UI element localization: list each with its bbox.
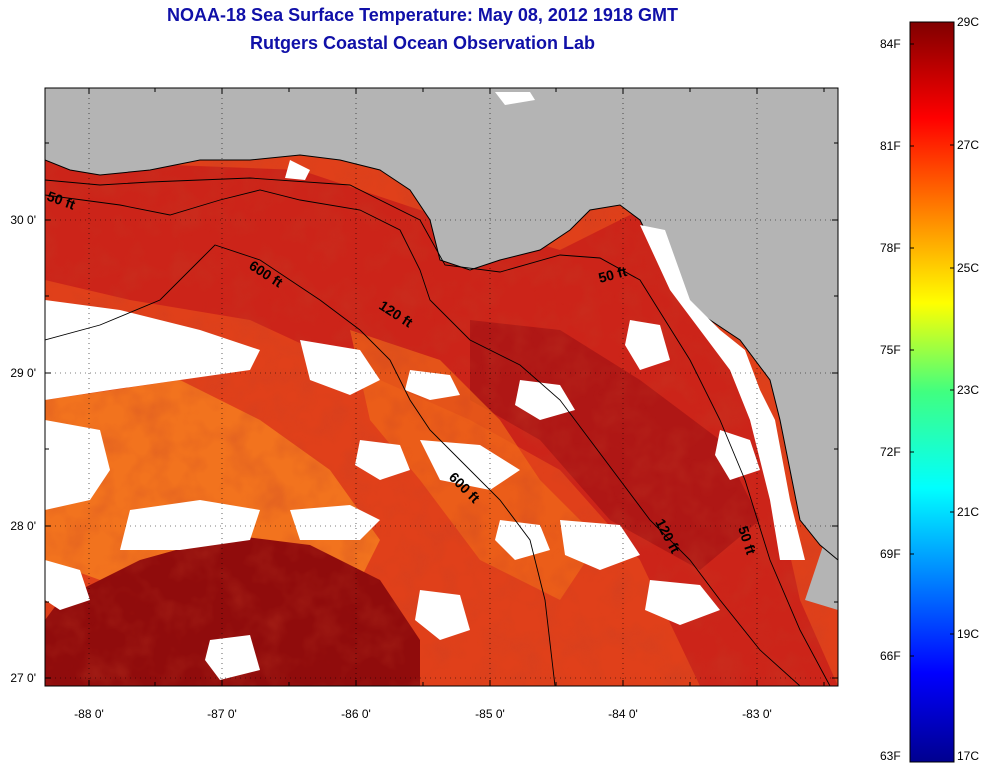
contour-120ft: [45, 189, 801, 686]
colorbar-celsius-label: 21C: [957, 505, 980, 519]
longitude-label: -83 0': [742, 707, 772, 721]
colorbar-ticks: [910, 21, 954, 657]
map-graticule: [45, 88, 838, 686]
map-plot-area: 50 ft 600 ft 120 ft 50 ft 600 ft 120 ft …: [45, 88, 838, 686]
colorbar-celsius-label: 17C: [957, 749, 980, 763]
map-border: [44, 87, 839, 687]
longitude-label: -84 0': [608, 707, 638, 721]
latitude-label: 27 0': [10, 671, 36, 685]
colorbar-celsius-label: 19C: [957, 627, 980, 641]
longitude-label: -86 0': [341, 707, 371, 721]
bathymetry-contours: [45, 177, 831, 686]
longitude-label: -87 0': [207, 707, 237, 721]
longitude-label: -85 0': [475, 707, 505, 721]
colorbar-fahrenheit-label: 69F: [880, 547, 901, 561]
colorbar: [909, 21, 955, 763]
land-mass: [45, 88, 838, 560]
colorbar-fahrenheit-label: 66F: [880, 649, 901, 663]
colorbar-celsius-label: 23C: [957, 383, 980, 397]
contour-50ft: [45, 177, 831, 686]
colorbar-celsius-label: 29C: [957, 15, 980, 29]
cloud-mask: [45, 92, 805, 680]
map-subtitle: Rutgers Coastal Ocean Observation Lab: [249, 33, 596, 53]
colorbar-celsius-label: 27C: [957, 138, 980, 152]
contour-600ft: [45, 244, 556, 686]
coastline: [45, 154, 838, 561]
colorbar-fahrenheit-label: 63F: [880, 749, 901, 763]
latitude-label: 29 0': [10, 366, 36, 380]
map-title: NOAA-18 Sea Surface Temperature: May 08,…: [167, 5, 678, 25]
contour-label-50ft-north: 50 ft: [597, 263, 629, 286]
longitude-label: -88 0': [74, 707, 104, 721]
colorbar-fahrenheit-label: 72F: [880, 445, 901, 459]
latitude-label: 30 0': [10, 213, 36, 227]
colorbar-fahrenheit-label: 81F: [880, 139, 901, 153]
colorbar-celsius-label: 25C: [957, 261, 980, 275]
land-peninsula: [805, 520, 838, 610]
colorbar-fahrenheit-label: 75F: [880, 343, 901, 357]
colorbar-fahrenheit-label: 84F: [880, 37, 901, 51]
map-ticks: [45, 88, 838, 686]
colorbar-fahrenheit-label: 78F: [880, 241, 901, 255]
latitude-label: 28 0': [10, 519, 36, 533]
